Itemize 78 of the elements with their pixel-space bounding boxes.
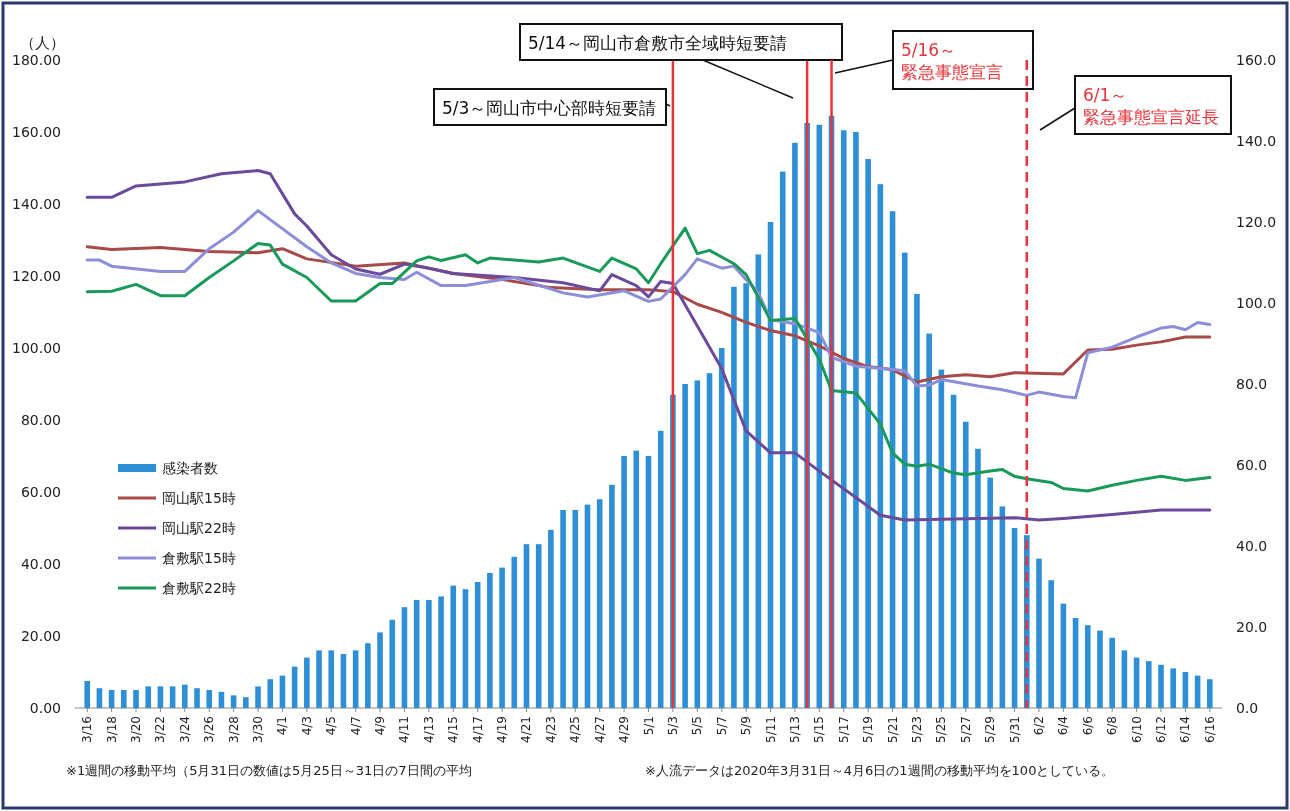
x-tick-label: 5/23 [909, 716, 924, 743]
ref-line-label: 6/1～緊急事態宣言延長 [1083, 85, 1219, 127]
y-tick-label: 0.00 [29, 700, 61, 716]
x-tick-label: 5/3 [665, 716, 680, 736]
y2-tick-label: 20.0 [1236, 619, 1268, 635]
legend-label: 感染者数 [162, 460, 218, 476]
y2-tick-label: 40.0 [1236, 538, 1268, 554]
y2-tick-label: 100.0 [1236, 295, 1277, 311]
legend-label: 岡山駅22時 [162, 520, 236, 536]
x-tick-label: 3/18 [104, 716, 119, 743]
y-tick-label: 180.00 [12, 52, 61, 68]
x-tick-label: 4/11 [397, 716, 412, 743]
x-tick-label: 6/2 [1031, 716, 1046, 736]
x-tick-label: 4/1 [275, 716, 290, 736]
text: ※人流データは2020年3月31日～4月6日の1週間の移動平均を100としている。 [645, 763, 1115, 778]
x-tick-label: 5/17 [836, 716, 851, 743]
x-tick-label: 4/19 [495, 716, 510, 743]
y-tick-label: 80.00 [20, 412, 61, 428]
x-tick-label: 6/10 [1129, 716, 1144, 743]
y2-tick-label: 60.0 [1236, 457, 1268, 473]
x-tick-label: 5/25 [934, 716, 949, 743]
x-tick-label: 3/22 [153, 716, 168, 743]
x-tick-label: 4/5 [324, 716, 339, 736]
x-tick-label: 4/9 [373, 716, 388, 736]
x-tick-label: 6/16 [1202, 716, 1217, 743]
y-tick-label: 140.00 [12, 196, 61, 212]
x-tick-label: 5/15 [812, 716, 827, 743]
x-tick-label: 4/3 [299, 716, 314, 736]
x-tick-label: 5/13 [787, 716, 802, 743]
x-tick-label: 4/29 [617, 716, 632, 743]
legend-label: 倉敷駅15時 [162, 550, 236, 566]
ref-line-label: 5/16～緊急事態宣言 [901, 40, 1003, 82]
x-tick-label: 5/27 [958, 716, 973, 743]
x-tick-label: 3/20 [129, 716, 144, 743]
x-tick-label: 5/5 [690, 716, 705, 736]
x-tick-label: 3/24 [177, 716, 192, 743]
x-tick-label: 4/21 [519, 716, 534, 743]
y2-tick-label: 140.0 [1236, 133, 1277, 149]
x-tick-label: 6/6 [1080, 716, 1095, 736]
x-tick-label: 5/7 [714, 716, 729, 736]
legend-label: 倉敷駅22時 [162, 580, 236, 596]
ref-line-label: 5/3～岡山市中心部時短要請 [442, 98, 657, 118]
x-tick-label: 5/19 [861, 716, 876, 743]
x-tick-label: 4/17 [470, 716, 485, 743]
y-tick-label: 160.00 [12, 124, 61, 140]
x-tick-label: 5/1 [641, 716, 656, 736]
y2-tick-label: 0.0 [1236, 700, 1259, 716]
x-tick-label: 4/15 [446, 716, 461, 743]
y2-tick-label: 160.0 [1236, 52, 1277, 68]
legend-label: 岡山駅15時 [162, 490, 236, 506]
text: ※1週間の移動平均（5月31日の数値は5月25日～31日の7日間の平均 [66, 763, 472, 778]
x-tick-label: 5/31 [1007, 716, 1022, 743]
x-tick-label: 6/14 [1178, 716, 1193, 743]
ref-line-label: 5/14～岡山市倉敷市全域時短要請 [528, 33, 788, 53]
x-tick-label: 4/7 [348, 716, 363, 736]
x-tick-label: 5/9 [739, 716, 754, 736]
x-tick-label: 6/12 [1153, 716, 1168, 743]
x-tick-label: 6/4 [1056, 716, 1071, 736]
y2-tick-label: 120.0 [1236, 214, 1277, 230]
y-tick-label: 120.00 [12, 268, 61, 284]
x-tick-label: 4/23 [543, 716, 558, 743]
x-tick-label: 4/13 [421, 716, 436, 743]
y-tick-label: 40.00 [20, 556, 61, 572]
x-tick-label: 3/16 [80, 716, 95, 743]
y2-tick-label: 80.0 [1236, 376, 1268, 392]
x-tick-label: 5/29 [983, 716, 998, 743]
y-tick-label: 20.00 [20, 628, 61, 644]
x-tick-label: 3/26 [202, 716, 217, 743]
x-tick-label: 4/27 [592, 716, 607, 743]
y-tick-label: 60.00 [20, 484, 61, 500]
y-axis-title: （人） [20, 34, 65, 52]
x-tick-label: 5/11 [763, 716, 778, 743]
x-tick-label: 4/25 [568, 716, 583, 743]
x-tick-label: 3/30 [251, 716, 266, 743]
x-tick-label: 6/8 [1105, 716, 1120, 736]
x-tick-label: 3/28 [226, 716, 241, 743]
y-tick-label: 100.00 [12, 340, 61, 356]
x-tick-label: 5/21 [885, 716, 900, 743]
